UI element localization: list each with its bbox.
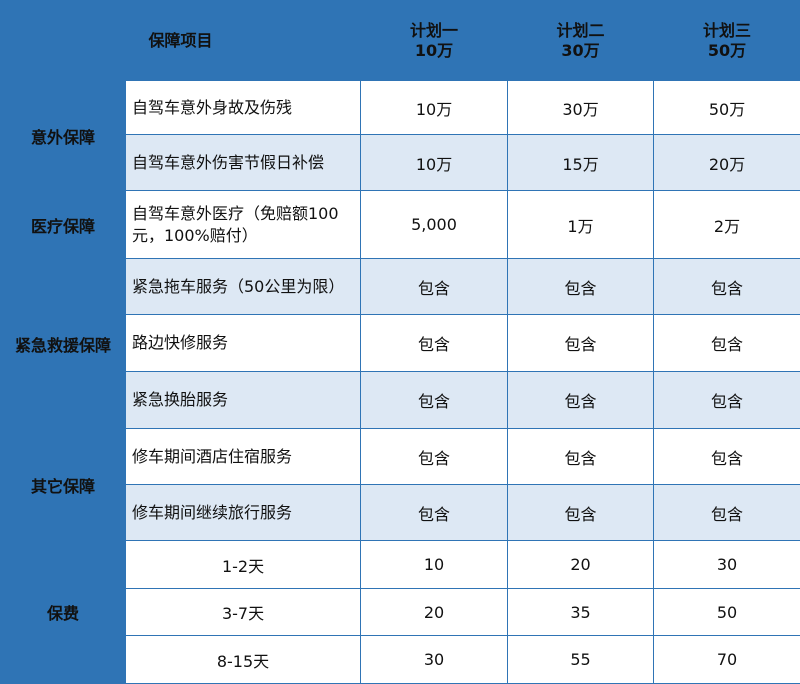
table-row: 保费 1-2天 10 20 30 (1, 541, 800, 589)
row-value-plan-1: 包含 (361, 372, 508, 429)
row-item: 修车期间酒店住宿服务 (126, 429, 361, 485)
row-value-plan-2: 35 (508, 589, 654, 636)
header-item-label: 保障项目 (1, 1, 361, 81)
row-item: 8-15天 (126, 636, 361, 684)
header-plan-3: 计划三 50万 (654, 1, 800, 81)
table-row: 医疗保障 自驾车意外医疗（免赔额100元，100%赔付） 5,000 1万 2万 (1, 191, 800, 259)
row-value-plan-3: 2万 (654, 191, 800, 259)
row-value-plan-1: 10 (361, 541, 508, 589)
row-value-plan-2: 包含 (508, 259, 654, 315)
row-item: 3-7天 (126, 589, 361, 636)
plan-3-amount: 50万 (660, 41, 794, 61)
row-item: 紧急拖车服务（50公里为限） (126, 259, 361, 315)
row-value-plan-2: 1万 (508, 191, 654, 259)
row-value-plan-1: 包含 (361, 315, 508, 372)
row-value-plan-2: 包含 (508, 372, 654, 429)
row-value-plan-3: 70 (654, 636, 800, 684)
row-value-plan-3: 包含 (654, 315, 800, 372)
table-row: 紧急救援保障 紧急拖车服务（50公里为限） 包含 包含 包含 (1, 259, 800, 315)
row-value-plan-2: 包含 (508, 315, 654, 372)
plan-3-name: 计划三 (660, 21, 794, 41)
row-value-plan-3: 50万 (654, 81, 800, 135)
category-accident: 意外保障 (1, 81, 126, 191)
row-item: 自驾车意外身故及伤残 (126, 81, 361, 135)
category-rescue: 紧急救援保障 (1, 259, 126, 429)
row-value-plan-3: 包含 (654, 372, 800, 429)
row-value-plan-3: 包含 (654, 485, 800, 541)
row-value-plan-1: 5,000 (361, 191, 508, 259)
table-row: 其它保障 修车期间酒店住宿服务 包含 包含 包含 (1, 429, 800, 485)
row-item: 紧急换胎服务 (126, 372, 361, 429)
row-value-plan-1: 包含 (361, 259, 508, 315)
row-value-plan-1: 20 (361, 589, 508, 636)
row-value-plan-3: 30 (654, 541, 800, 589)
row-value-plan-2: 55 (508, 636, 654, 684)
table-header-row: 保障项目 计划一 10万 计划二 30万 计划三 50万 (1, 1, 800, 81)
row-item: 路边快修服务 (126, 315, 361, 372)
row-value-plan-2: 包含 (508, 429, 654, 485)
row-value-plan-2: 15万 (508, 135, 654, 191)
plan-2-name: 计划二 (514, 21, 647, 41)
row-value-plan-3: 20万 (654, 135, 800, 191)
plan-1-name: 计划一 (367, 21, 501, 41)
row-item: 自驾车意外医疗（免赔额100元，100%赔付） (126, 191, 361, 259)
row-value-plan-3: 50 (654, 589, 800, 636)
plan-2-amount: 30万 (514, 41, 647, 61)
row-item: 自驾车意外伤害节假日补偿 (126, 135, 361, 191)
plan-1-amount: 10万 (367, 41, 501, 61)
row-value-plan-1: 10万 (361, 81, 508, 135)
row-item: 1-2天 (126, 541, 361, 589)
row-value-plan-1: 10万 (361, 135, 508, 191)
category-other: 其它保障 (1, 429, 126, 541)
row-value-plan-2: 包含 (508, 485, 654, 541)
row-value-plan-2: 30万 (508, 81, 654, 135)
category-premium: 保费 (1, 541, 126, 684)
header-plan-1: 计划一 10万 (361, 1, 508, 81)
table-row: 意外保障 自驾车意外身故及伤残 10万 30万 50万 (1, 81, 800, 135)
row-value-plan-3: 包含 (654, 259, 800, 315)
row-value-plan-1: 包含 (361, 485, 508, 541)
row-value-plan-3: 包含 (654, 429, 800, 485)
row-value-plan-1: 包含 (361, 429, 508, 485)
row-value-plan-1: 30 (361, 636, 508, 684)
header-plan-2: 计划二 30万 (508, 1, 654, 81)
row-item: 修车期间继续旅行服务 (126, 485, 361, 541)
category-medical: 医疗保障 (1, 191, 126, 259)
row-value-plan-2: 20 (508, 541, 654, 589)
